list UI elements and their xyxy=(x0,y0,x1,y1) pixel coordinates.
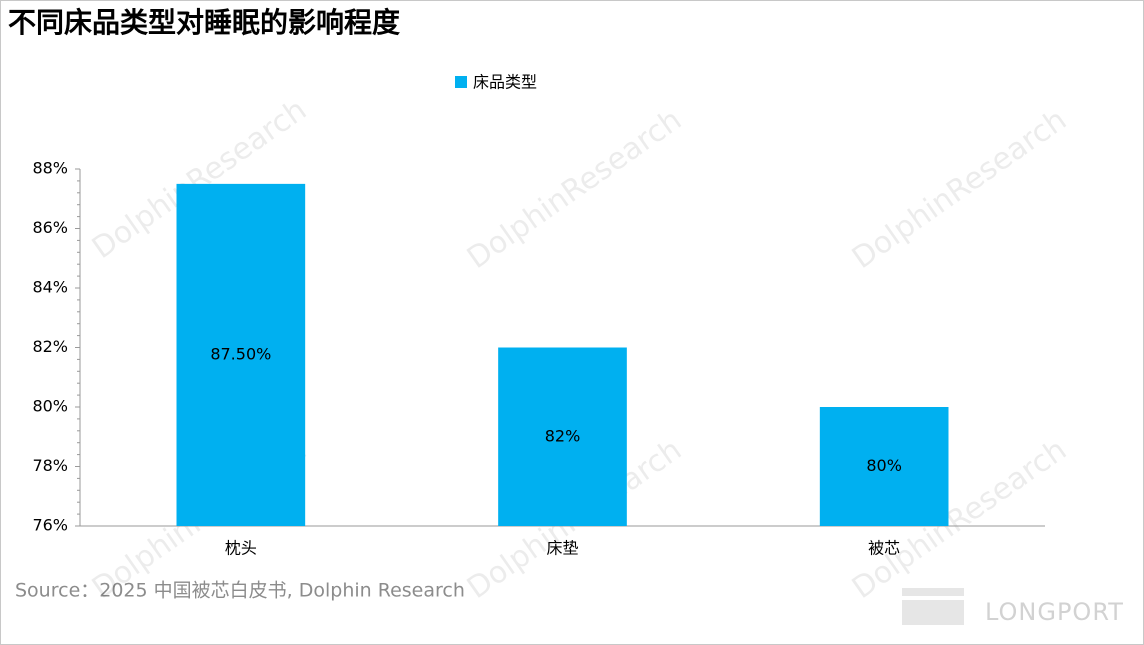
x-tick-label: 被芯 xyxy=(868,539,900,558)
legend-swatch xyxy=(455,76,467,88)
legend-label: 床品类型 xyxy=(473,73,537,92)
source: Source：2025 中国被芯白皮书, Dolphin Research xyxy=(15,580,465,602)
data-label: 82% xyxy=(545,426,581,445)
y-tick-label: 88% xyxy=(32,159,68,178)
bar xyxy=(176,183,306,526)
bar xyxy=(819,407,949,526)
logo-mark xyxy=(902,588,964,596)
x-tick-label: 床垫 xyxy=(546,539,578,558)
x-tick-label: 枕头 xyxy=(225,539,257,558)
y-tick-label: 86% xyxy=(32,218,68,237)
y-tick-label: 82% xyxy=(32,337,68,356)
logo-text: LONGPORT xyxy=(985,598,1124,626)
y-tick-label: 84% xyxy=(32,278,68,297)
y-tick-label: 80% xyxy=(32,397,68,416)
logo-mark xyxy=(902,600,964,625)
chart-title: 不同床品类型对睡眠的影响程度 xyxy=(8,6,400,39)
y-tick-label: 76% xyxy=(32,516,68,535)
bar xyxy=(498,347,627,526)
data-label: 80% xyxy=(866,456,902,475)
y-tick-label: 78% xyxy=(32,456,68,475)
data-label: 87.50% xyxy=(210,344,271,363)
